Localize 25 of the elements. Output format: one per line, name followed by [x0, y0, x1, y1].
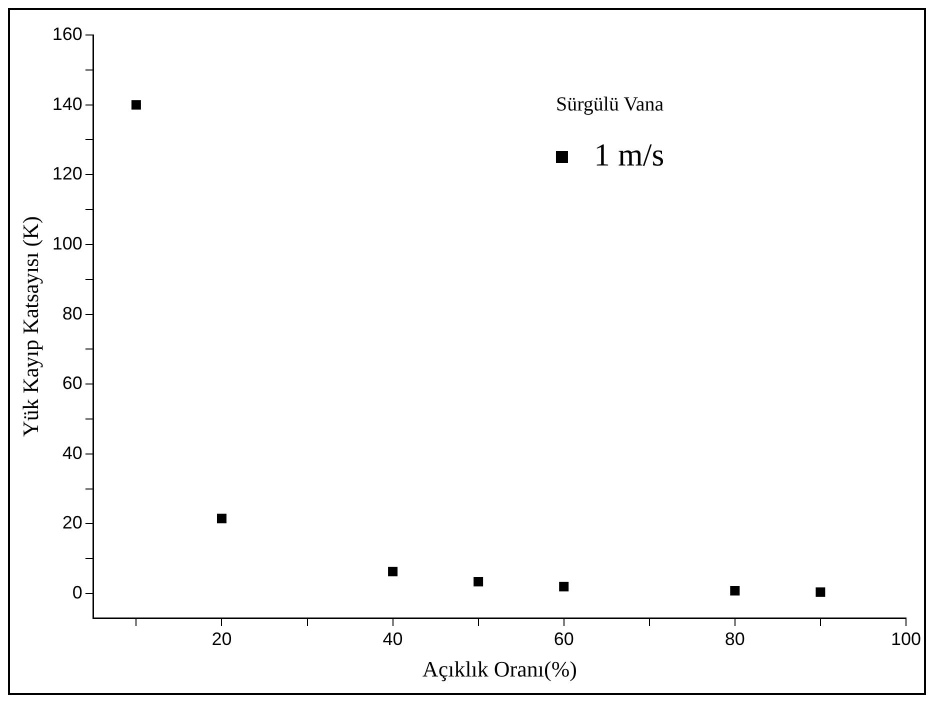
x-tick-label: 60 — [554, 628, 574, 649]
point — [131, 100, 141, 110]
point — [388, 566, 398, 576]
y-axis-title: Yük Kayıp Katsayısı (K) — [18, 216, 43, 437]
y-tick-label: 40 — [62, 442, 82, 463]
x-tick-label: 80 — [724, 628, 745, 649]
y-tick-label: 120 — [52, 164, 82, 184]
y-tick-label: 100 — [52, 233, 82, 254]
point — [730, 586, 740, 596]
y-tick-label: 20 — [62, 512, 82, 533]
x-tick-label: 100 — [890, 628, 922, 649]
y-tick-label: 140 — [52, 94, 82, 114]
y-tick-label: 0 — [72, 582, 82, 603]
x-axis-title: Açıklık Oranı(%) — [422, 656, 577, 682]
legend-label: 1 m/s — [594, 136, 664, 172]
x-tick-label: 40 — [382, 628, 403, 649]
y-tick-label: 80 — [62, 303, 82, 324]
point — [474, 576, 484, 586]
point — [216, 514, 226, 524]
y-tick-label: 60 — [62, 373, 82, 394]
legend-title: Sürgülü Vana — [556, 93, 664, 116]
point — [559, 582, 569, 592]
point — [816, 587, 826, 597]
y-tick-label: 160 — [52, 24, 82, 44]
x-tick-label: 20 — [212, 628, 232, 649]
